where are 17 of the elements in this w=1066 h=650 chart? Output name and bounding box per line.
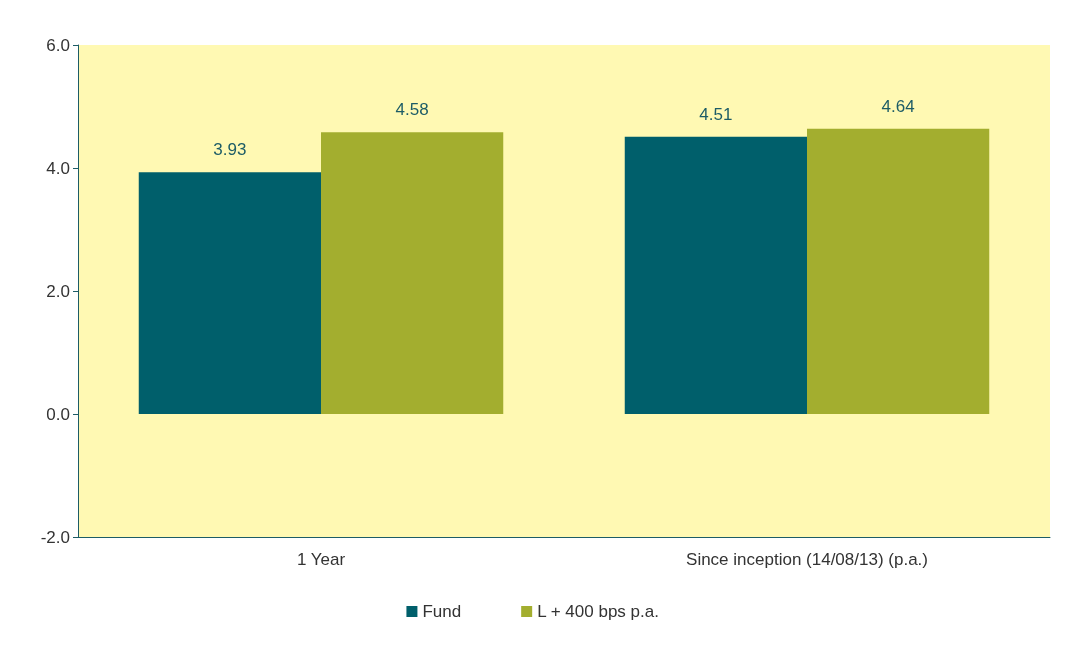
y-tick-label: -2.0 [40,527,70,547]
bar [138,172,321,414]
bar [807,128,990,414]
x-tick-label: Since inception (14/08/13) (p.a.) [686,550,928,569]
bar [321,132,504,414]
legend-label: L + 400 bps p.a. [537,602,659,621]
y-tick-label: 2.0 [46,281,70,301]
bar [624,136,807,414]
y-tick-label: 6.0 [46,35,70,55]
data-label: 4.51 [699,104,733,124]
y-tick-label: 4.0 [46,158,70,178]
data-label: 4.58 [395,100,429,120]
data-label: 3.93 [213,140,247,160]
y-tick-label: 0.0 [46,404,70,424]
data-label: 4.64 [881,96,915,116]
x-tick-label: 1 Year [296,550,346,569]
legend-label: Fund [422,602,462,621]
